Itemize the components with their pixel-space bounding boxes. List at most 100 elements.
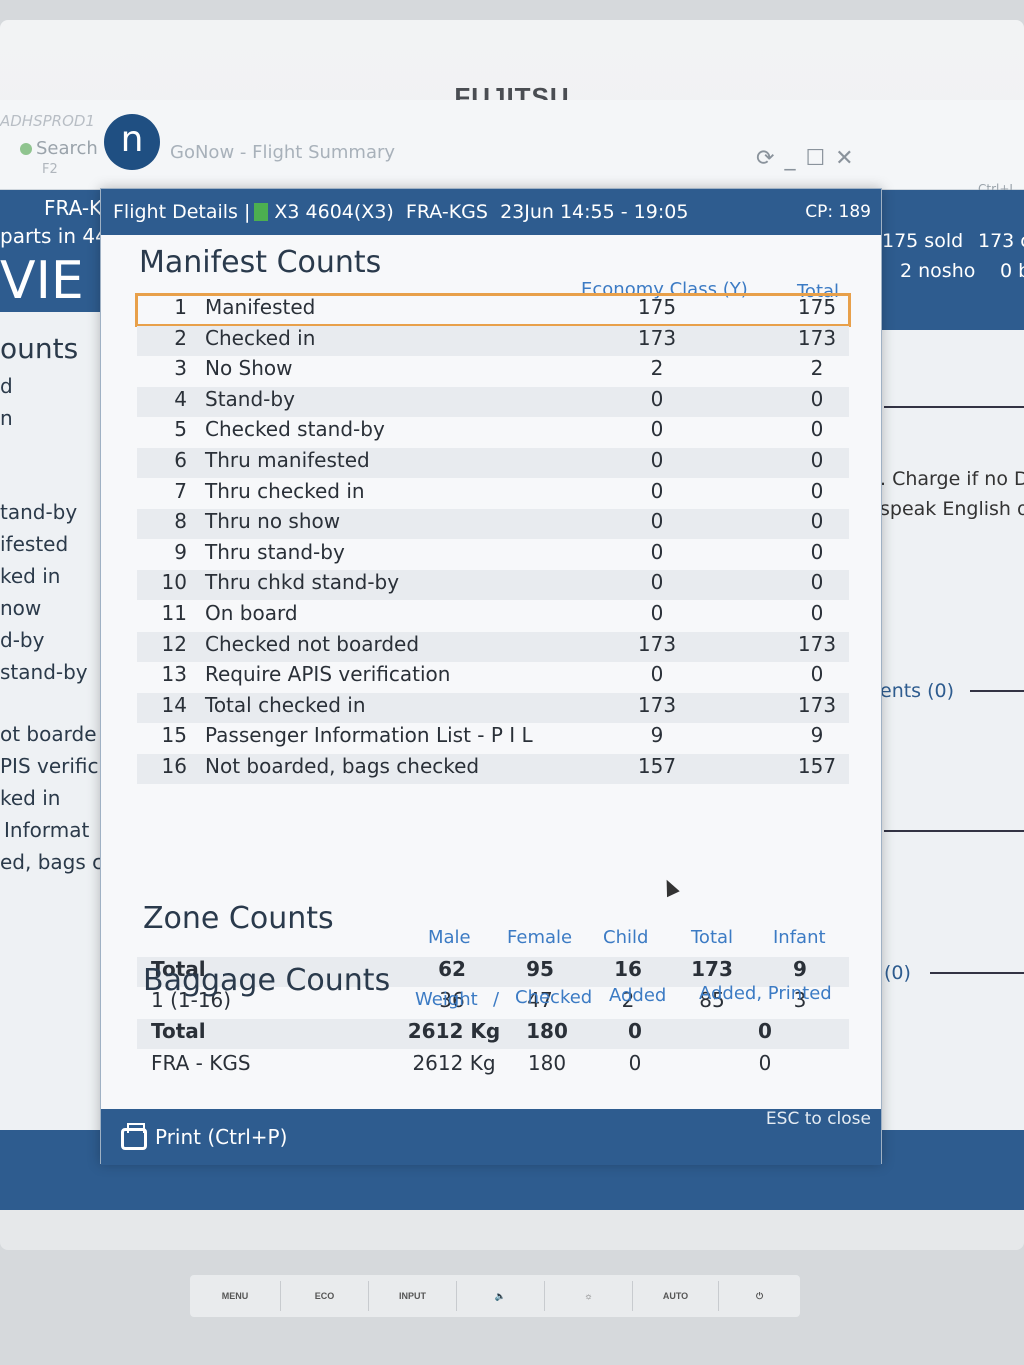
total-value: 173: [691, 957, 733, 981]
total-value: 0: [810, 417, 824, 442]
row-number: 9: [174, 539, 187, 564]
print-button[interactable]: Print (Ctrl+P): [121, 1122, 288, 1150]
screen: ADHSPROD1 Search F2 n GoNow - Flight Sum…: [0, 100, 1024, 1210]
col-total: Total: [797, 281, 840, 302]
manifest-row[interactable]: 10 Thru chkd stand-by 0 0: [137, 570, 849, 601]
row-number: 3: [174, 356, 187, 381]
printer-icon: [121, 1122, 147, 1150]
maximize-icon[interactable]: ☐: [805, 146, 836, 171]
bg-list-item: PIS verific: [0, 754, 99, 778]
manifest-row[interactable]: 3 No Show 2 2: [137, 356, 849, 386]
male-value: 36: [439, 988, 465, 1012]
zone-col-infant: Infant: [773, 927, 826, 948]
bg-list-item: tand-by: [0, 500, 78, 524]
manifest-row[interactable]: 13 Require APIS verification 0 0: [137, 662, 849, 692]
background-titlebar: ADHSPROD1 Search F2 n GoNow - Flight Sum…: [0, 100, 1024, 196]
total-value: 0: [810, 509, 824, 534]
total-value: 0: [810, 386, 824, 411]
count-link[interactable]: (0): [884, 962, 911, 984]
economy-value: 0: [650, 601, 664, 625]
refresh-icon[interactable]: ⟳: [756, 146, 785, 171]
search-box[interactable]: Search: [20, 138, 98, 159]
dialog-title: Flight Details |: [113, 201, 251, 223]
row-number: 11: [161, 601, 187, 625]
minimize-icon[interactable]: _: [784, 146, 806, 171]
printed-value: 0: [758, 1019, 772, 1043]
child-value: 16: [614, 957, 642, 981]
bag-col-added: Added: [609, 985, 667, 1006]
esc-hint: ESC to close: [765, 1109, 871, 1129]
bag-col-weight: Weight: [415, 989, 478, 1010]
total-value: 173: [797, 325, 837, 350]
manifest-row[interactable]: 14 Total checked in 173 173: [137, 692, 849, 723]
bag-col-printed: Added, Printed: [699, 983, 832, 1004]
economy-value: 0: [650, 417, 664, 442]
col-economy: Economy Class (Y): [581, 279, 748, 300]
economy-value: 157: [637, 754, 677, 778]
bag-label: FRA - KGS: [151, 1051, 251, 1075]
manifest-row[interactable]: 5 Checked stand-by 0 0: [137, 417, 849, 447]
manifest-row[interactable]: 2 Checked in 173 173: [137, 325, 849, 356]
row-label: Thru manifested: [205, 448, 370, 472]
bg-list-item: now: [0, 596, 42, 620]
manifest-row[interactable]: 6 Thru manifested 0 0: [137, 448, 849, 478]
manifest-row[interactable]: 8 Thru no show 0 0: [137, 509, 849, 540]
brightness-button[interactable]: ☼: [544, 1281, 632, 1311]
row-label: Stand-by: [205, 386, 295, 411]
bg-list-item: ked in: [0, 786, 61, 810]
zone-label: Total: [151, 957, 206, 981]
volume-button[interactable]: 🔈: [456, 1281, 544, 1311]
input-button[interactable]: INPUT: [368, 1281, 456, 1311]
row-number: 14: [161, 692, 187, 717]
comments-link[interactable]: ents (0): [880, 680, 955, 702]
total-value: 173: [797, 692, 837, 717]
total-value: 0: [810, 478, 824, 503]
baggage-row: FRA - KGS 2612 Kg 180 0 0: [137, 1051, 849, 1081]
sold-count: 175 sold: [882, 230, 964, 252]
departs-partial: parts in 44: [0, 224, 108, 248]
bg-list-item: d: [0, 374, 13, 398]
flight-route: FRA-KGS: [405, 201, 488, 223]
mouse-cursor-icon: [660, 876, 680, 898]
total-value: 0: [810, 570, 824, 595]
manifest-row[interactable]: 11 On board 0 0: [137, 601, 849, 631]
row-label: Passenger Information List - P I L: [205, 723, 533, 748]
row-number: 5: [174, 417, 187, 442]
baggage-row: Total 2612 Kg 180 0 0: [137, 1019, 849, 1049]
bag-col-slash: /: [493, 989, 500, 1010]
divider: [970, 690, 1024, 692]
infant-value: 3: [793, 988, 807, 1012]
manifest-row[interactable]: 7 Thru checked in 0 0: [137, 479, 849, 509]
row-label: Not boarded, bags checked: [205, 754, 480, 778]
auto-button[interactable]: AUTO: [632, 1281, 718, 1311]
row-number: 7: [174, 478, 187, 503]
bg-list-item: stand-by: [0, 660, 88, 684]
total-value: 173: [797, 631, 837, 656]
manifest-row[interactable]: 15 Passenger Information List - P I L 9 9: [137, 723, 849, 753]
manifest-row[interactable]: 9 Thru stand-by 0 0: [137, 540, 849, 570]
flight-details-dialog: Flight Details | X3 4604(X3) FRA-KGS 23Ju…: [100, 188, 882, 1165]
total-value: 0: [810, 539, 824, 564]
economy-value: 0: [650, 539, 664, 564]
added-value: 0: [628, 1019, 642, 1043]
eco-button[interactable]: ECO: [280, 1281, 368, 1311]
manifest-row[interactable]: 4 Stand-by 0 0: [137, 386, 849, 417]
total-value: 9: [810, 723, 824, 748]
print-label: Print (Ctrl+P): [155, 1125, 288, 1149]
power-button[interactable]: ⏻: [718, 1281, 800, 1311]
total-value: 0: [810, 448, 824, 472]
infant-value: 9: [793, 957, 807, 981]
manifest-row[interactable]: 1 Manifested 175 175: [135, 293, 851, 327]
zone-col-child: Child: [603, 927, 649, 948]
total-value: 175: [797, 295, 837, 319]
manifest-row[interactable]: 16 Not boarded, bags checked 157 157: [137, 754, 849, 784]
economy-value: 0: [650, 570, 664, 595]
total-value: 0: [810, 601, 824, 625]
route-partial: FRA-K: [44, 196, 103, 220]
manifest-row[interactable]: 12 Checked not boarded 173 173: [137, 631, 849, 662]
row-label: Total checked in: [205, 692, 366, 717]
bg-list-item: ed, bags c: [0, 850, 104, 874]
row-label: Thru stand-by: [205, 539, 345, 564]
menu-button[interactable]: MENU: [221, 1291, 249, 1301]
close-icon[interactable]: ✕: [835, 146, 864, 171]
